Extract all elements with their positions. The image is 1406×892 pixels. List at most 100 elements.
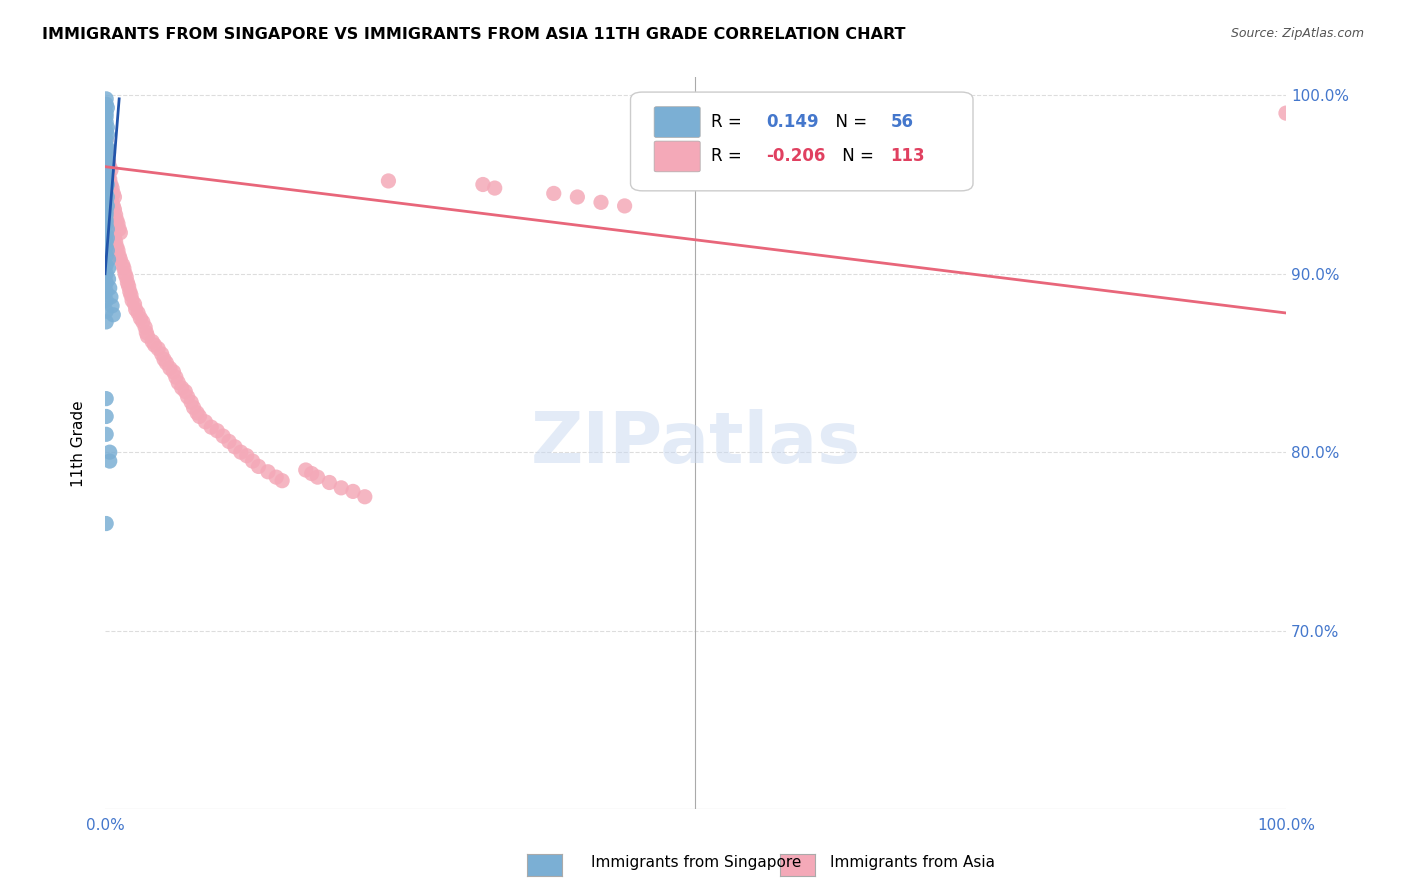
Point: [96, 151, 118, 165]
Point: [114, 267, 136, 281]
Point: [235, 449, 257, 463]
Point: [98, 172, 121, 186]
Point: [96, 145, 118, 160]
Point: [103, 190, 125, 204]
Point: [180, 395, 202, 409]
Point: [146, 342, 169, 356]
FancyBboxPatch shape: [654, 107, 700, 137]
Point: [96, 304, 118, 318]
Point: [471, 178, 494, 192]
Y-axis label: 11th Grade: 11th Grade: [72, 400, 86, 486]
Point: [96, 142, 118, 156]
Point: [301, 467, 323, 481]
Point: [165, 370, 187, 384]
Point: [117, 279, 139, 293]
Point: [96, 208, 118, 222]
Point: [96, 92, 118, 106]
Point: [96, 195, 118, 210]
Point: [96, 115, 118, 129]
Point: [218, 434, 240, 449]
Point: [194, 415, 217, 429]
Point: [229, 445, 252, 459]
Point: [97, 154, 120, 169]
Text: 0.149: 0.149: [766, 113, 818, 131]
Text: 56: 56: [890, 113, 914, 131]
Point: [96, 315, 118, 329]
Point: [96, 204, 118, 219]
Point: [353, 490, 375, 504]
Point: [96, 244, 118, 258]
Point: [96, 181, 118, 195]
Point: [97, 261, 120, 276]
Point: [96, 231, 118, 245]
Point: [96, 124, 118, 138]
Point: [96, 213, 118, 227]
Point: [96, 169, 118, 183]
Point: [104, 235, 127, 249]
Point: [212, 429, 235, 443]
Point: [174, 384, 197, 399]
Point: [96, 285, 118, 299]
Text: N =: N =: [825, 113, 873, 131]
Point: [96, 172, 118, 186]
Point: [125, 302, 148, 317]
Point: [121, 293, 143, 308]
Point: [613, 199, 636, 213]
Point: [96, 217, 118, 231]
Text: ZIPatlas: ZIPatlas: [530, 409, 860, 478]
Point: [103, 199, 125, 213]
Point: [96, 258, 118, 272]
Point: [96, 190, 118, 204]
Point: [107, 244, 129, 258]
Point: [96, 154, 118, 169]
Point: [155, 356, 177, 370]
Point: [136, 329, 159, 343]
Point: [115, 270, 138, 285]
Point: [96, 151, 118, 165]
Text: IMMIGRANTS FROM SINGAPORE VS IMMIGRANTS FROM ASIA 11TH GRADE CORRELATION CHART: IMMIGRANTS FROM SINGAPORE VS IMMIGRANTS …: [42, 27, 905, 42]
Point: [103, 231, 125, 245]
Point: [96, 240, 118, 254]
Point: [96, 138, 118, 153]
Point: [96, 409, 118, 424]
Point: [96, 160, 118, 174]
Point: [97, 252, 120, 267]
Point: [200, 420, 222, 434]
Point: [96, 222, 118, 236]
Point: [96, 276, 118, 290]
Point: [96, 267, 118, 281]
Point: [96, 133, 118, 147]
Point: [271, 474, 294, 488]
Point: [111, 258, 134, 272]
Point: [567, 190, 589, 204]
Point: [105, 240, 128, 254]
Point: [112, 261, 135, 276]
Point: [100, 290, 122, 304]
Point: [141, 334, 163, 349]
Point: [96, 101, 118, 115]
Text: R =: R =: [711, 113, 747, 131]
Point: [153, 352, 176, 367]
Point: [134, 320, 156, 334]
Point: [183, 401, 205, 415]
Point: [170, 381, 193, 395]
Point: [307, 470, 329, 484]
Point: [101, 195, 124, 210]
Text: 113: 113: [890, 147, 925, 165]
Point: [1275, 106, 1298, 120]
Point: [318, 475, 340, 490]
Point: [103, 202, 125, 217]
Point: [132, 315, 155, 329]
Point: [105, 213, 128, 227]
Point: [110, 252, 132, 267]
Point: [120, 288, 142, 302]
Point: [98, 454, 121, 468]
Text: R =: R =: [711, 147, 747, 165]
Point: [96, 133, 118, 147]
Point: [108, 222, 131, 236]
Point: [98, 445, 121, 459]
Text: Immigrants from Asia: Immigrants from Asia: [830, 855, 994, 870]
Point: [110, 226, 132, 240]
Point: [167, 376, 190, 390]
Point: [589, 195, 612, 210]
